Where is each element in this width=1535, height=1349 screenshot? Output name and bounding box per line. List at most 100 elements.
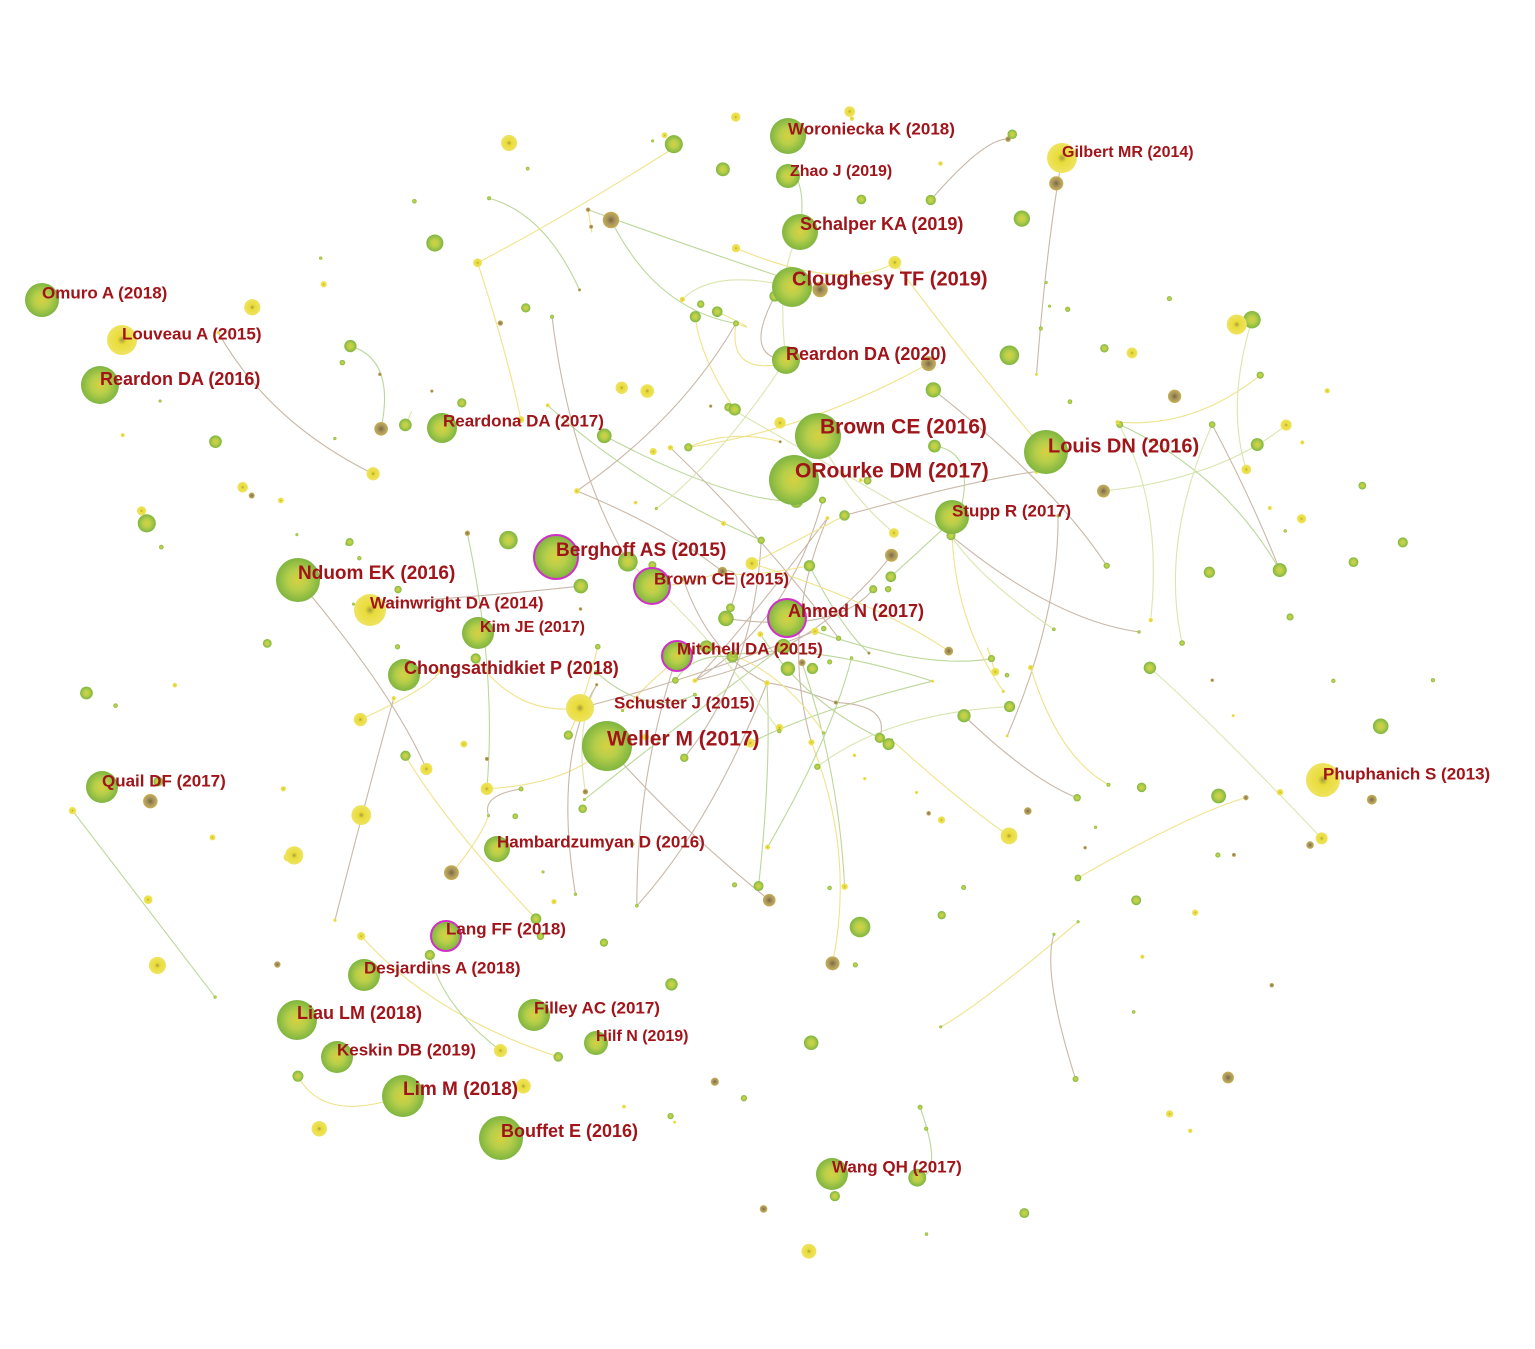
cited-node <box>584 1031 608 1055</box>
minor-node <box>908 1168 927 1187</box>
link <box>587 209 593 233</box>
node-label: Woroniecka K (2018) <box>788 119 955 138</box>
minor-node <box>563 730 573 740</box>
minor-node <box>1243 310 1261 329</box>
link <box>986 647 996 673</box>
minor-node <box>819 496 827 504</box>
minor-node <box>1126 347 1138 359</box>
minor-node <box>1208 421 1216 428</box>
minor-node <box>822 731 826 735</box>
minor-node <box>344 339 357 353</box>
minor-node <box>841 883 848 890</box>
link <box>759 633 881 739</box>
cited-node <box>479 1116 523 1160</box>
link <box>477 262 522 420</box>
minor-node <box>593 669 600 676</box>
minor-node <box>928 439 941 453</box>
minor-node <box>651 139 655 143</box>
link <box>486 788 522 816</box>
link <box>334 698 395 921</box>
link <box>844 470 1037 516</box>
link <box>551 316 629 562</box>
link <box>581 684 598 792</box>
minor-node <box>1241 464 1252 475</box>
minor-node <box>622 1104 626 1109</box>
cited-node <box>1306 763 1340 797</box>
minor-node <box>80 686 93 700</box>
minor-node <box>938 161 943 166</box>
minor-node <box>839 510 850 521</box>
link <box>1050 934 1077 1080</box>
minor-node <box>665 978 678 991</box>
minor-node <box>545 403 550 408</box>
minor-node <box>143 895 153 905</box>
link <box>751 562 950 652</box>
minor-node <box>550 314 555 319</box>
minor-node <box>775 638 791 654</box>
minor-node <box>333 918 337 922</box>
minor-node <box>1067 399 1073 405</box>
cited-node <box>533 534 579 580</box>
minor-node <box>1297 514 1307 524</box>
minor-node <box>602 211 620 229</box>
node-label: Nduom EK (2016) <box>298 563 455 584</box>
minor-node <box>882 738 895 751</box>
minor-node <box>858 478 863 483</box>
node-label: Wang QH (2017) <box>832 1157 962 1176</box>
minor-node <box>1131 895 1142 906</box>
minor-node <box>835 635 842 641</box>
minor-node <box>814 763 821 770</box>
node-label: Lim M (2018) <box>403 1079 518 1100</box>
link <box>350 345 386 429</box>
minor-node <box>311 1121 327 1137</box>
link <box>477 146 676 264</box>
cited-node <box>277 1000 317 1040</box>
minor-node <box>1076 920 1080 924</box>
minor-node <box>1049 176 1064 191</box>
minor-node <box>798 659 806 667</box>
link <box>808 565 870 654</box>
minor-node <box>1243 794 1249 801</box>
minor-node <box>884 548 898 562</box>
minor-node <box>366 467 380 481</box>
cited-node <box>484 836 510 862</box>
minor-node <box>148 956 167 974</box>
minor-node <box>762 893 776 907</box>
minor-node <box>1283 529 1287 533</box>
minor-node <box>728 403 741 416</box>
minor-nodes <box>68 106 1436 1259</box>
minor-node <box>1052 627 1056 632</box>
link <box>1006 515 1059 737</box>
minor-node <box>1166 296 1172 302</box>
minor-node <box>573 892 578 896</box>
minor-node <box>884 585 892 593</box>
minor-node <box>274 961 281 968</box>
link <box>694 316 736 410</box>
minor-node <box>661 132 668 139</box>
minor-node <box>512 813 519 820</box>
cited-node <box>782 214 818 250</box>
minor-node <box>827 659 833 665</box>
link <box>1103 424 1287 492</box>
minor-node <box>1074 874 1082 882</box>
node-label: Zhao J (2019) <box>790 163 892 180</box>
minor-node <box>1000 827 1018 845</box>
node-label: Berghoff AS (2015) <box>556 540 726 561</box>
cited-node <box>816 1158 848 1190</box>
cited-nodes <box>25 118 1340 1190</box>
minor-node <box>852 753 857 758</box>
link <box>801 662 846 887</box>
minor-node <box>480 782 494 796</box>
node-label: Phuphanich S (2013) <box>1323 764 1490 783</box>
link <box>72 810 216 998</box>
minor-node <box>778 440 782 444</box>
minor-node <box>777 728 782 734</box>
minor-node <box>1027 664 1034 671</box>
minor-node <box>765 844 771 850</box>
minor-node <box>487 196 492 201</box>
cited-node <box>354 594 386 626</box>
minor-node <box>216 330 221 335</box>
link <box>940 921 1079 1028</box>
minor-node <box>1038 326 1043 331</box>
cited-node <box>81 366 119 404</box>
